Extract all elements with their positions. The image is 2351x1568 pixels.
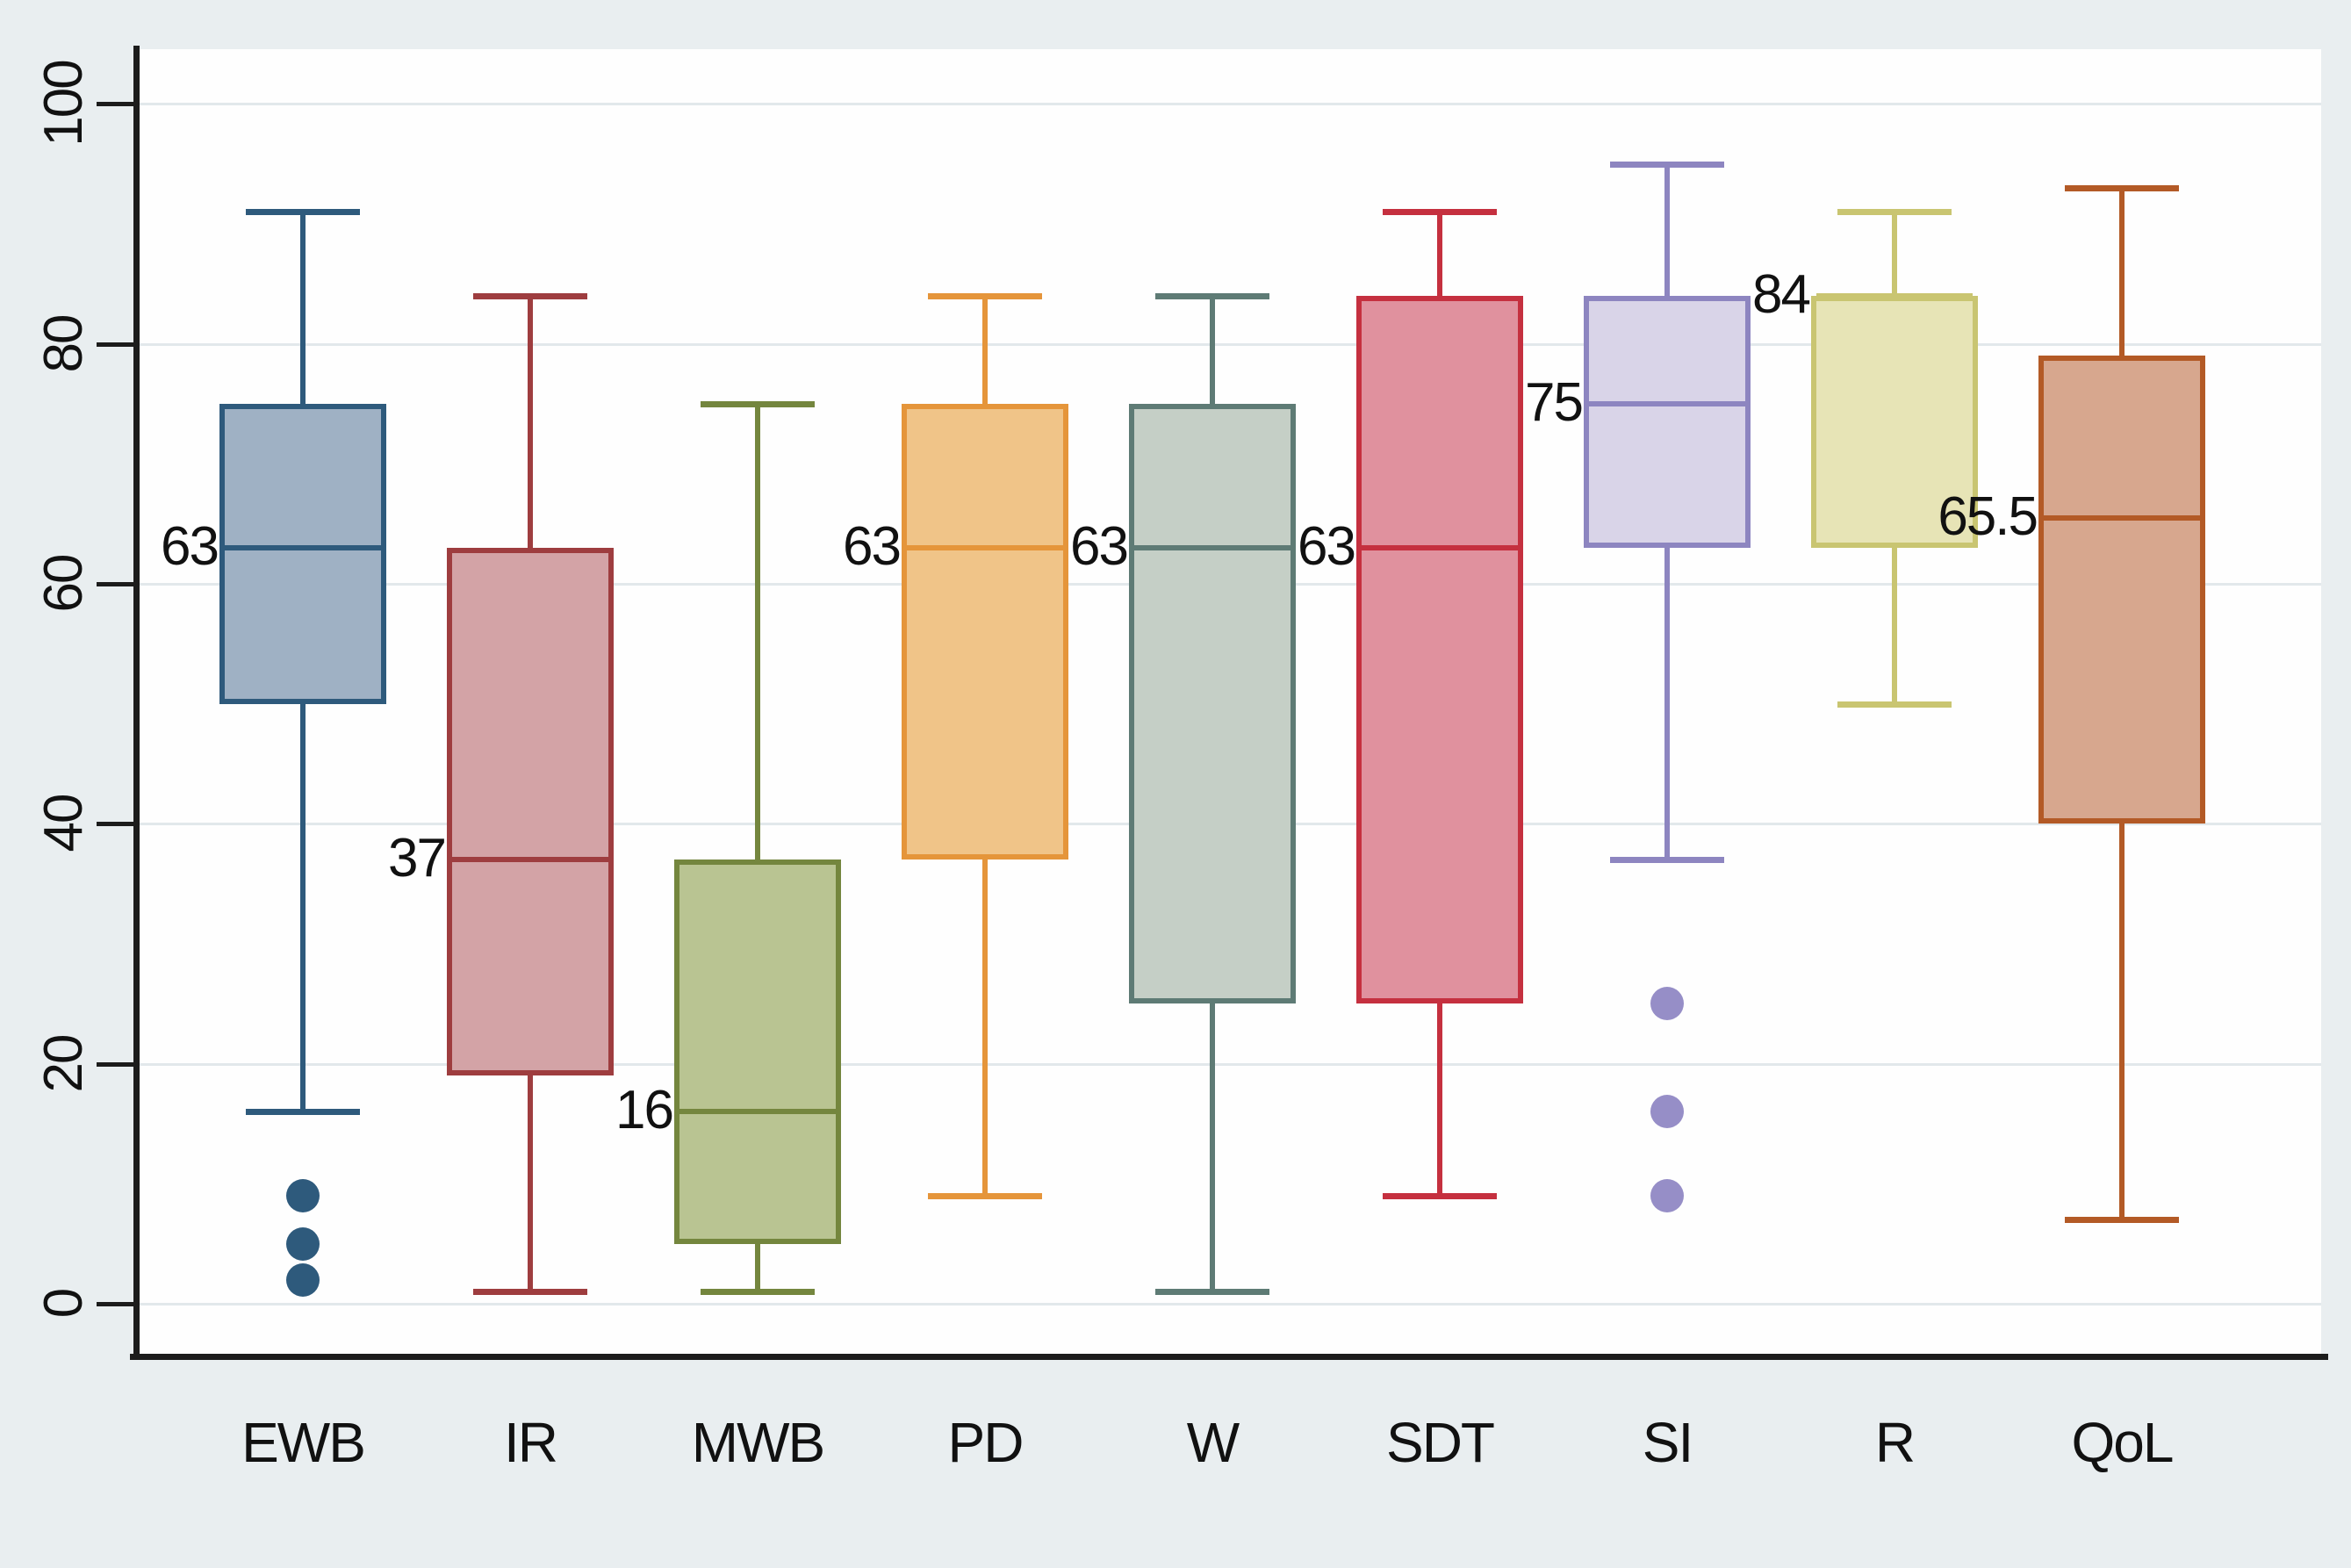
box-SI [1584, 295, 1751, 548]
outlier-dot [1650, 1178, 1684, 1212]
category-label-PD: PD [947, 1411, 1025, 1474]
y-axis-tick [97, 102, 133, 107]
outlier-dot [1650, 1095, 1684, 1129]
whisker-lower-cap [246, 1109, 360, 1116]
whisker-lower-cap [928, 1192, 1042, 1199]
x-axis-line [130, 1354, 2328, 1360]
outlier-dot [1650, 987, 1684, 1021]
whisker-lower-cap [2065, 1217, 2179, 1224]
category-label-MWB: MWB [691, 1411, 825, 1474]
median-line [907, 544, 1063, 550]
median-line [1362, 544, 1518, 550]
y-gridline [138, 103, 2321, 106]
y-tick-label: 0 [33, 1289, 94, 1319]
whisker-lower-stem [1892, 547, 1897, 704]
whisker-upper-stem [1437, 212, 1442, 296]
whisker-lower-cap [1610, 857, 1724, 864]
median-value-label: 63 [161, 515, 219, 577]
median-value-label: 16 [615, 1080, 674, 1141]
y-axis-line [133, 46, 140, 1360]
whisker-upper-stem [300, 212, 306, 404]
whisker-upper-cap [1837, 209, 1952, 216]
whisker-lower-cap [701, 1289, 815, 1296]
y-axis-tick [97, 581, 133, 586]
whisker-upper-cap [1383, 209, 1497, 216]
y-axis-tick [97, 1302, 133, 1306]
whisker-lower-stem [982, 860, 988, 1196]
y-gridline [138, 1303, 2321, 1305]
whisker-upper-cap [1610, 161, 1724, 168]
y-gridline [138, 1062, 2321, 1066]
y-gridline [138, 342, 2321, 346]
category-label-R: R [1874, 1411, 1916, 1474]
category-label-W: W [1186, 1411, 1240, 1474]
y-tick-label: 80 [33, 315, 94, 373]
whisker-upper-stem [2119, 187, 2125, 356]
whisker-upper-stem [1664, 163, 1670, 296]
whisker-upper-cap [473, 292, 587, 299]
median-line [1134, 544, 1291, 550]
whisker-upper-stem [982, 295, 988, 404]
median-line [1816, 292, 1973, 298]
median-line [679, 1109, 836, 1115]
median-value-label: 63 [843, 515, 902, 577]
box-MWB [674, 860, 841, 1244]
whisker-upper-stem [1892, 212, 1897, 296]
median-value-label: 63 [1298, 515, 1356, 577]
box-IR [447, 547, 614, 1076]
median-value-label: 65.5 [1938, 486, 2038, 547]
box-R [1811, 295, 1978, 548]
outlier-dot [286, 1178, 320, 1212]
whisker-lower-stem [1210, 1003, 1215, 1292]
whisker-upper-cap [928, 292, 1042, 299]
median-line [225, 544, 381, 550]
median-value-label: 63 [1070, 515, 1129, 577]
whisker-upper-cap [701, 400, 815, 407]
whisker-upper-stem [1210, 295, 1215, 404]
whisker-lower-cap [1155, 1289, 1269, 1296]
category-label-SI: SI [1642, 1411, 1693, 1474]
category-label-SDT: SDT [1386, 1411, 1495, 1474]
y-axis-tick [97, 822, 133, 827]
box-SDT [1356, 295, 1523, 1004]
whisker-lower-cap [1383, 1192, 1497, 1199]
y-tick-label: 100 [33, 61, 94, 147]
category-label-IR: IR [504, 1411, 558, 1474]
whisker-upper-cap [2065, 184, 2179, 191]
median-line [452, 857, 608, 863]
box-W [1129, 403, 1296, 1004]
box-EWB [219, 403, 386, 704]
y-axis-tick [97, 342, 133, 347]
median-value-label: 84 [1752, 263, 1811, 325]
y-tick-label: 20 [33, 1035, 94, 1093]
whisker-lower-cap [473, 1289, 587, 1296]
whisker-upper-stem [755, 403, 760, 860]
category-label-QoL: QoL [2071, 1411, 2175, 1474]
box-PD [902, 403, 1068, 860]
y-axis-tick [97, 1061, 133, 1067]
whisker-lower-stem [1664, 547, 1670, 860]
y-tick-label: 40 [33, 795, 94, 852]
whisker-lower-cap [1837, 701, 1952, 708]
outlier-dot [286, 1262, 320, 1297]
median-line [1589, 400, 1745, 406]
whisker-lower-stem [755, 1243, 760, 1292]
box-QoL [2038, 356, 2205, 824]
whisker-lower-stem [528, 1075, 533, 1292]
whisker-upper-cap [1155, 292, 1269, 299]
whisker-lower-stem [2119, 824, 2125, 1220]
whisker-upper-stem [528, 295, 533, 548]
whisker-lower-stem [300, 703, 306, 1112]
median-value-label: 37 [388, 828, 447, 889]
median-line [2044, 514, 2200, 521]
whisker-lower-stem [1437, 1003, 1442, 1196]
category-label-EWB: EWB [241, 1411, 366, 1474]
whisker-upper-cap [246, 209, 360, 216]
outlier-dot [286, 1226, 320, 1261]
median-value-label: 75 [1525, 371, 1584, 433]
